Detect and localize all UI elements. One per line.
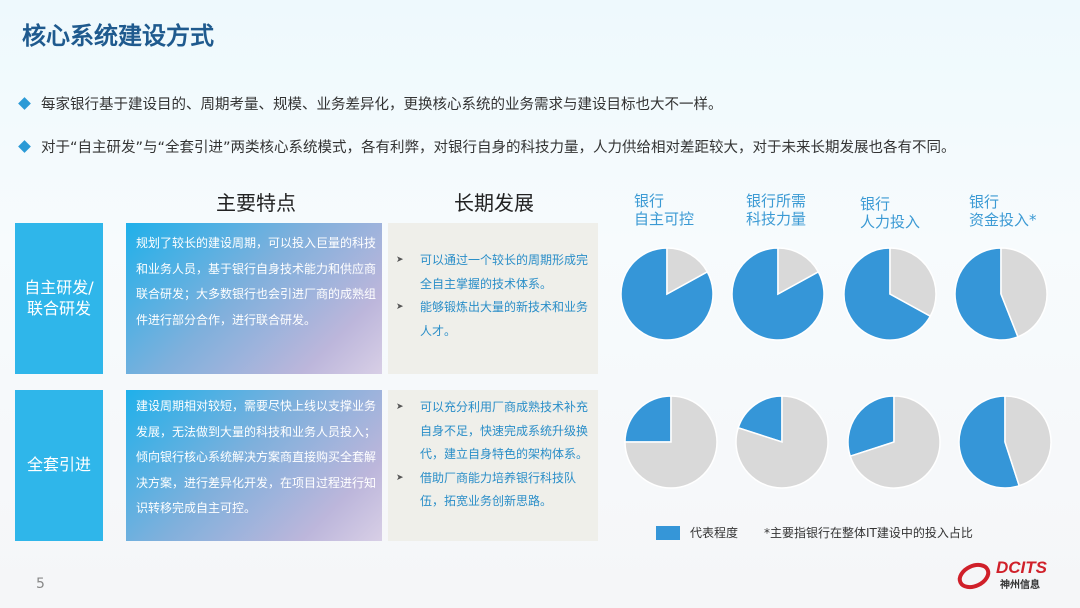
list-text: 能够锻炼出大量的新技术和业务人才。: [420, 300, 589, 338]
diamond-bullet-icon: [18, 140, 31, 153]
column-header-development: 长期发展: [454, 191, 534, 215]
legend-swatch: [656, 525, 680, 540]
features-cell: 建设周期相对较短，需要尽快上线以支撑业务发展，无法做到大量的科技和业务人员投入；…: [126, 390, 382, 541]
list-item: ➤ 可以通过一个较长的周期形成完全自主掌握的技术体系。: [396, 249, 592, 296]
arrow-bullet-icon: ➤: [396, 302, 404, 312]
company-logo: DCITS 神州信息: [956, 556, 1066, 596]
column-header-features: 主要特点: [216, 191, 296, 215]
pie-slice-value: [958, 395, 1021, 489]
legend: 代表程度 *主要指银行在整体IT建设中的投入占比: [656, 524, 973, 541]
pie-slice-remainder: [666, 247, 709, 296]
svg-text:DCITS: DCITS: [996, 558, 1048, 577]
pie-title: 银行 自主可控: [634, 192, 695, 228]
pie-slice-remainder: [777, 247, 820, 296]
diamond-bullet-icon: [18, 97, 31, 110]
list-item: ➤ 可以充分利用厂商成熟技术补充自身不足，快速完成系统升级换代，建立自身特色的架构…: [396, 396, 592, 467]
pie-slice-remainder: [1004, 395, 1052, 487]
pie-slice-remainder: [735, 395, 829, 489]
list-text: 可以充分利用厂商成熟技术补充自身不足，快速完成系统升级换代，建立自身特色的架构体…: [420, 400, 589, 461]
pie-slice-value: [954, 247, 1019, 341]
bullet-item: 对于“自主研发”与“全套引进”两类核心系统模式，各有利弊，对银行自身的科技力量，…: [18, 136, 956, 157]
pie-slice-remainder: [849, 395, 941, 489]
page-number: 5: [36, 576, 45, 592]
pie-charts: [620, 247, 1052, 489]
list-item: ➤ 能够锻炼出大量的新技术和业务人才。: [396, 296, 592, 343]
list-text: 借助厂商能力培养银行科技队伍，拓宽业务创新思路。: [420, 470, 577, 509]
list-text: 可以通过一个较长的周期形成完全自主掌握的技术体系。: [420, 253, 589, 291]
pie-slice-remainder: [624, 395, 718, 489]
bullet-text: 对于“自主研发”与“全套引进”两类核心系统模式，各有利弊，对银行自身的科技力量，…: [41, 140, 956, 156]
pie-slice-value: [843, 247, 932, 341]
pie-title: 银行 资金投入*: [969, 193, 1037, 229]
features-cell: 规划了较长的建设周期，可以投入巨量的科技和业务人员，基于银行自身技术能力和供应商…: [126, 223, 382, 374]
page-title: 核心系统建设方式: [22, 22, 214, 50]
arrow-bullet-icon: ➤: [396, 472, 404, 483]
arrow-bullet-icon: ➤: [396, 402, 404, 412]
list-item: ➤ 借助厂商能力培养银行科技队伍，拓宽业务创新思路。: [396, 467, 592, 514]
pie-slice-value: [847, 395, 895, 458]
pie-title: 银行所需 科技力量: [746, 192, 807, 228]
pie-slice-value: [737, 395, 783, 444]
row-label: 自主研发/联合研发: [15, 223, 103, 374]
arrow-bullet-icon: ➤: [396, 255, 404, 265]
development-cell: ➤ 可以充分利用厂商成熟技术补充自身不足，快速完成系统升级换代，建立自身特色的架构…: [388, 390, 598, 541]
bullet-text: 每家银行基于建设目的、周期考量、规模、业务差异化，更换核心系统的业务需求与建设目…: [41, 97, 723, 113]
bullet-item: 每家银行基于建设目的、周期考量、规模、业务差异化，更换核心系统的业务需求与建设目…: [18, 93, 723, 114]
pie-slice-remainder: [1000, 247, 1048, 338]
development-cell: ➤ 可以通过一个较长的周期形成完全自主掌握的技术体系。 ➤ 能够锻炼出大量的新技术和…: [388, 223, 598, 374]
pie-title: 银行 人力投入: [860, 195, 921, 231]
pie-slice-value: [624, 395, 672, 443]
svg-text:神州信息: 神州信息: [1000, 578, 1040, 591]
row-label: 全套引进: [15, 390, 103, 541]
legend-label: 代表程度: [690, 526, 739, 540]
footnote: *主要指银行在整体IT建设中的投入占比: [764, 526, 973, 540]
pie-slice-remainder: [889, 247, 937, 318]
